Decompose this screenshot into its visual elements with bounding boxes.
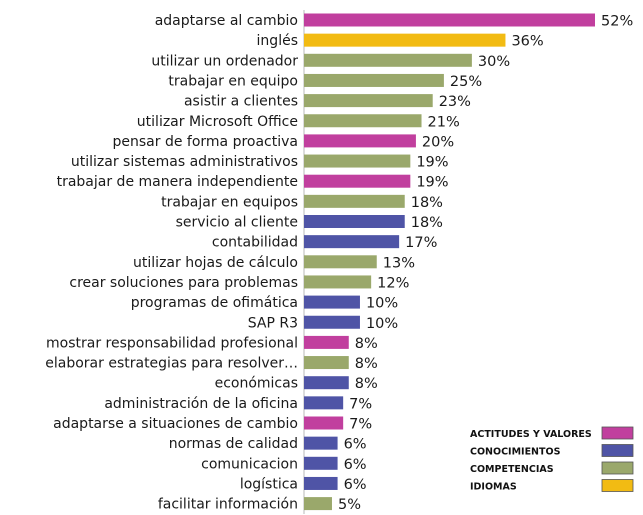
bar [304, 456, 338, 470]
value-label: 8% [355, 376, 378, 392]
value-label: 8% [355, 356, 378, 372]
category-label: económicas [215, 376, 298, 392]
category-label: adaptarse a situaciones de cambio [53, 416, 298, 432]
category-label: utilizar un ordenador [151, 53, 298, 69]
value-label: 30% [478, 54, 510, 70]
category-label: asistir a clientes [184, 94, 298, 110]
legend-label: CONOCIMIENTOS [470, 447, 561, 458]
value-label: 10% [366, 316, 398, 332]
value-label: 6% [344, 457, 367, 473]
value-label: 19% [416, 155, 448, 171]
bar [304, 215, 405, 228]
legend-label: ACTITUDES Y VALORES [470, 429, 592, 440]
bar [304, 396, 344, 410]
bar [304, 73, 444, 87]
bar [304, 356, 349, 370]
legend: ACTITUDES Y VALORES CONOCIMIENTOS COMPETEN… [470, 426, 634, 493]
value-label: 6% [344, 477, 367, 493]
category-label: contabilidad [212, 235, 298, 251]
category-label: adaptarse al cambio [155, 13, 298, 29]
bar [304, 416, 344, 430]
value-label: 5% [338, 497, 361, 513]
value-label: 52% [601, 14, 633, 30]
category-label: programas de ofimática [131, 295, 298, 311]
value-label: 10% [366, 296, 398, 312]
bar [304, 53, 472, 67]
category-label: crear soluciones para problemas [69, 275, 298, 291]
value-label: 18% [411, 195, 443, 211]
bar [304, 335, 349, 349]
category-label: facilitar información [158, 497, 298, 513]
category-label: utilizar Microsoft Office [137, 114, 298, 130]
bar [304, 174, 411, 188]
bars-group [304, 13, 595, 511]
value-label: 8% [355, 336, 378, 352]
legend-label: IDIOMAS [470, 482, 517, 493]
bar [304, 436, 338, 450]
value-label: 12% [377, 275, 409, 291]
bar [304, 295, 360, 309]
value-label: 25% [450, 74, 482, 90]
category-label: pensar de forma proactiva [113, 134, 299, 150]
bar [304, 33, 506, 47]
legend-swatch [601, 479, 634, 492]
value-label: 21% [428, 114, 460, 130]
category-label: elaborar estrategias para resolver… [45, 356, 298, 372]
value-label: 7% [349, 396, 372, 412]
value-label: 20% [422, 134, 454, 150]
bar [304, 235, 400, 249]
category-label: SAP R3 [248, 315, 298, 331]
category-label: trabajar en equipos [161, 194, 298, 210]
value-labels-group: 52% 36%30% 25% 23% 21% 20% 19% 19% 18% 18% 17% 13% 1… [338, 14, 633, 514]
value-label: 13% [383, 255, 415, 271]
bar [304, 154, 411, 168]
category-label: logística [240, 476, 298, 492]
bar [304, 114, 422, 128]
value-label: 19% [416, 175, 448, 191]
value-label: 7% [349, 417, 372, 433]
category-label: normas de calidad [169, 436, 298, 452]
bar [304, 194, 405, 208]
value-label: 18% [411, 215, 443, 231]
category-label: utilizar hojas de cálculo [133, 255, 298, 271]
bar [304, 255, 377, 269]
category-label: trabajar en equipo [168, 73, 298, 89]
category-label: mostrar responsabilidad profesional [46, 335, 298, 351]
legend-swatch [601, 461, 634, 475]
legend-swatch [601, 426, 634, 440]
bar [304, 315, 360, 329]
bar [304, 376, 349, 390]
bar [304, 497, 332, 511]
category-label: administración de la oficina [104, 396, 298, 412]
legend-label: COMPETENCIAS [470, 464, 554, 475]
legend-swatch [601, 444, 634, 457]
bar [304, 476, 338, 490]
value-label: 36% [511, 34, 543, 50]
bar [304, 94, 433, 108]
category-label: utilizar sistemas administrativos [71, 154, 298, 170]
bar [304, 275, 372, 289]
value-label: 23% [439, 94, 471, 110]
value-label: 17% [405, 235, 437, 251]
category-label: servicio al cliente [176, 215, 298, 231]
bar [304, 13, 595, 27]
category-label: comunicacion [201, 456, 298, 472]
value-label: 6% [344, 437, 367, 453]
category-label: trabajar de manera independiente [57, 174, 298, 190]
bar [304, 134, 416, 148]
category-label: inglés [257, 33, 298, 49]
category-labels-group: adaptarse al cambio inglés utilizar un ord… [45, 13, 298, 513]
